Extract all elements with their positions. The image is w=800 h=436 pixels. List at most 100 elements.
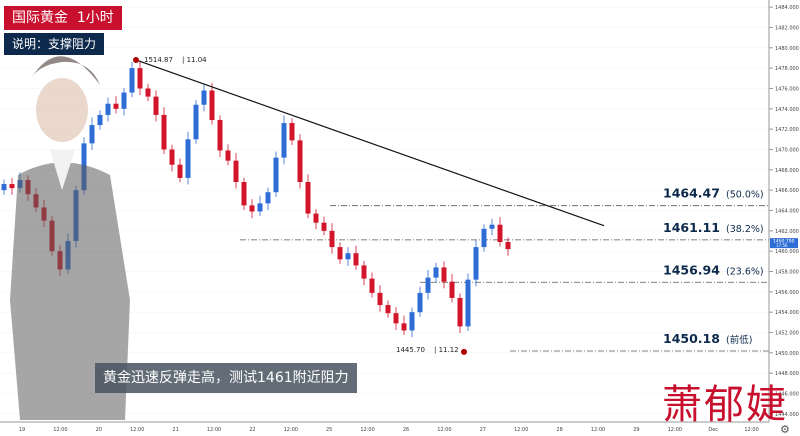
candle-body: [9, 184, 15, 189]
candle-body: [201, 90, 207, 105]
candle-body: [289, 123, 295, 141]
candle-body: [113, 103, 119, 109]
presenter-figure: [10, 56, 130, 420]
candle-body: [89, 125, 95, 144]
level-value: 1461.11: [663, 220, 720, 235]
x-tick-label: 12:00: [207, 427, 221, 433]
marker-label: 1445.70: [396, 346, 425, 354]
y-tick-label: 1476.000: [775, 86, 799, 92]
candle-body: [409, 312, 415, 331]
x-tick-label: 28: [556, 427, 562, 433]
candle-body: [225, 150, 231, 161]
y-tick-label: 1474.000: [775, 107, 799, 113]
candle-body: [129, 68, 135, 93]
y-tick-label: 1460.000: [775, 249, 799, 255]
candle-body: [433, 267, 439, 278]
grid: [0, 6, 769, 415]
candle-body: [249, 205, 255, 212]
candle-body: [1, 184, 7, 191]
candle-body: [353, 253, 359, 266]
candle-body: [329, 230, 335, 248]
candle-body: [393, 313, 399, 324]
y-tick-label: 1452.000: [775, 331, 799, 337]
candle-body: [145, 88, 151, 97]
candle-body: [337, 247, 343, 260]
y-tick-label: 1480.000: [775, 46, 799, 52]
x-tick-label: 12:00: [744, 427, 758, 433]
y-tick-label: 1454.000: [775, 310, 799, 316]
candle-body: [169, 149, 175, 165]
chart-title: 国际黄金 1小时: [4, 6, 122, 30]
level-note: (前低): [726, 334, 752, 346]
level-value: 1464.47: [663, 186, 720, 201]
y-tick-label: 1464.000: [775, 208, 799, 214]
y-tick-label: 1462.000: [775, 229, 799, 235]
current-price-label: 1460.790: [773, 239, 795, 245]
y-axis: 1484.000 1482.000 1480.000 1478.000 1476.000…: [768, 0, 799, 422]
candle-body: [137, 68, 143, 89]
candle-body: [473, 247, 479, 280]
y-tick-label: 1472.000: [775, 127, 799, 133]
marker-dot: [133, 56, 139, 63]
y-tick-label: 1444.000: [775, 412, 799, 418]
x-tick-label: 26: [403, 427, 409, 433]
resistance-trendline: [135, 59, 605, 227]
x-tick-label: Dec: [708, 427, 718, 433]
x-tick-label: 27: [480, 427, 486, 433]
candle-body: [265, 192, 271, 204]
y-tick-label: 1470.000: [775, 147, 799, 153]
candle-body: [241, 182, 247, 206]
candle-body: [361, 265, 367, 279]
level-note: (23.6%): [726, 266, 764, 277]
y-tick-label: 1456.000: [775, 290, 799, 296]
candle-body: [457, 297, 463, 327]
x-tick-label: 12:00: [130, 427, 144, 433]
candle-body: [441, 267, 447, 282]
y-tick-label: 1448.000: [775, 371, 799, 377]
chart-subtitle: 说明：支撑阻力: [4, 33, 105, 55]
level-value: 1450.18: [663, 331, 720, 346]
candle-body: [465, 279, 471, 327]
level-note: (50.0%): [726, 190, 764, 201]
candle-body: [273, 157, 279, 193]
candle-body: [97, 114, 103, 126]
current-time-label: 17:56: [776, 243, 788, 248]
current-price-tag: [770, 238, 798, 249]
y-tick-label: 1466.000: [775, 188, 799, 194]
x-tick-label: 25: [326, 427, 332, 433]
x-axis: 19 12:00 20 12:00 21 12:00 22 12:00 25 12:00 26 12:…: [0, 421, 769, 433]
candle-body: [153, 96, 159, 115]
candle-body: [345, 253, 351, 260]
candle-body: [505, 242, 511, 250]
candle-body: [425, 277, 431, 293]
candle-body: [449, 281, 455, 298]
candle-body: [305, 182, 311, 214]
y-tick-label: 1484.000: [775, 5, 799, 11]
candle-body: [489, 224, 495, 229]
x-tick-label: 12:00: [284, 427, 298, 433]
level-value: 1456.94: [663, 262, 720, 277]
x-tick-label: 29: [633, 427, 639, 433]
x-tick-label: 19: [19, 427, 25, 433]
candle-body: [313, 213, 319, 223]
y-tick-label: 1458.000: [775, 270, 799, 276]
y-tick-label: 1468.000: [775, 168, 799, 174]
candle-body: [177, 164, 183, 178]
y-tick-label: 1446.000: [775, 392, 799, 398]
candle-body: [497, 224, 503, 243]
candle-body: [385, 305, 391, 314]
x-tick-label: 12:00: [360, 427, 374, 433]
candle-body: [417, 292, 423, 313]
author-watermark: 萧郁婕: [662, 382, 788, 428]
candle-body: [257, 203, 263, 212]
settings-gear-icon[interactable]: ⚙: [780, 423, 790, 436]
candle-body: [281, 123, 287, 158]
candle-body: [161, 114, 167, 150]
candle-body: [193, 104, 199, 140]
y-tick-label: 1478.000: [775, 66, 799, 72]
x-tick-label: 12:00: [437, 427, 451, 433]
marker-label: 1514.87: [144, 56, 173, 64]
x-tick-label: 12:00: [668, 427, 682, 433]
marker-label-2: | 11.04: [182, 56, 207, 64]
